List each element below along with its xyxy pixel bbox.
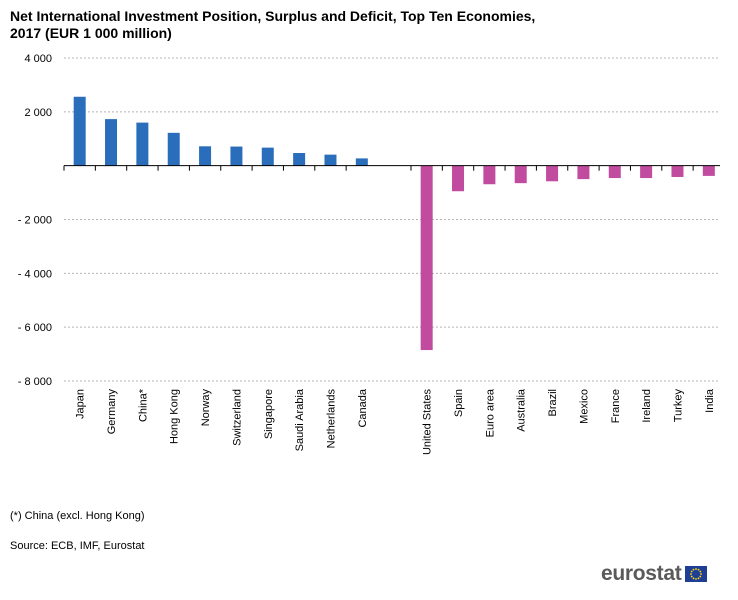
x-category-label: India bbox=[704, 388, 716, 413]
bar bbox=[230, 146, 243, 166]
eu-flag-star bbox=[699, 570, 702, 573]
x-category-label: Mexico bbox=[578, 389, 590, 424]
chart-title-line-1: Net International Investment Position, S… bbox=[10, 8, 536, 24]
eu-flag-icon bbox=[685, 566, 708, 582]
x-category-label: Brazil bbox=[547, 389, 559, 417]
source-note: Source: ECB, IMF, Eurostat bbox=[10, 540, 145, 552]
eurostat-logo: eurostat bbox=[601, 562, 708, 585]
x-category-label: Canada bbox=[357, 388, 369, 427]
x-category-label: Netherlands bbox=[325, 389, 337, 449]
eu-flag-star bbox=[691, 575, 694, 578]
eu-flag-star bbox=[691, 570, 694, 573]
x-category-label: Saudi Arabia bbox=[294, 388, 306, 451]
bar bbox=[702, 165, 715, 176]
y-tick-label: - 2 000 bbox=[18, 215, 52, 227]
x-category-label: Turkey bbox=[672, 389, 684, 423]
x-category-label: Euro area bbox=[484, 388, 496, 437]
eu-flag-star bbox=[699, 575, 702, 578]
footnote: (*) China (excl. Hong Kong) bbox=[10, 510, 145, 522]
bar bbox=[640, 165, 653, 179]
y-tick-label: - 4 000 bbox=[18, 268, 52, 280]
bar bbox=[293, 153, 306, 166]
eu-flag-star bbox=[698, 568, 700, 571]
x-category-label: Switzerland bbox=[231, 389, 243, 446]
bar bbox=[136, 122, 149, 166]
bar bbox=[73, 96, 86, 166]
chart-title: Net International Investment Position, S… bbox=[10, 8, 730, 42]
x-category-label: Hong Kong bbox=[169, 389, 181, 444]
eu-flag-star bbox=[690, 573, 693, 575]
x-category-label: Norway bbox=[200, 389, 212, 427]
bar bbox=[324, 154, 337, 166]
eu-flag-star bbox=[693, 568, 695, 571]
x-category-label: France bbox=[610, 389, 622, 423]
x-category-label: China* bbox=[137, 388, 149, 422]
x-category-label: Spain bbox=[453, 389, 465, 417]
bar bbox=[577, 165, 590, 180]
x-category-label: United States bbox=[422, 389, 434, 456]
x-category-label: Germany bbox=[106, 389, 118, 435]
eu-flag-star bbox=[698, 577, 700, 580]
bar bbox=[514, 165, 527, 184]
y-tick-label: - 8 000 bbox=[18, 376, 52, 388]
bar bbox=[483, 165, 496, 185]
bar-chart: 4 000 2 000 - 2 000 - 4 000 - 6 000 - 8 000 Ja… bbox=[18, 53, 720, 456]
bar bbox=[199, 146, 212, 166]
x-category-label: Ireland bbox=[641, 389, 653, 423]
bar bbox=[105, 119, 118, 166]
eu-flag-star bbox=[695, 578, 698, 580]
bar bbox=[608, 165, 621, 179]
eu-flag-star bbox=[700, 573, 703, 575]
eu-flag-star bbox=[693, 577, 695, 580]
eurostat-logo-text: eurostat bbox=[601, 562, 682, 585]
x-category-label: Australia bbox=[516, 388, 528, 432]
bar bbox=[167, 132, 180, 166]
x-category-label: Singapore bbox=[263, 389, 275, 439]
chart-title-line-2: 2017 (EUR 1 000 million) bbox=[10, 25, 172, 41]
y-tick-label: 2 000 bbox=[24, 107, 52, 119]
x-category-label: Japan bbox=[75, 389, 87, 419]
y-tick-label: - 6 000 bbox=[18, 322, 52, 334]
bar bbox=[671, 165, 684, 177]
bar bbox=[420, 165, 433, 351]
y-tick-label: 4 000 bbox=[24, 53, 52, 65]
bar bbox=[261, 147, 274, 166]
eu-flag-star bbox=[695, 568, 698, 570]
bar bbox=[355, 158, 368, 166]
bar bbox=[546, 165, 559, 182]
bar bbox=[452, 165, 465, 192]
